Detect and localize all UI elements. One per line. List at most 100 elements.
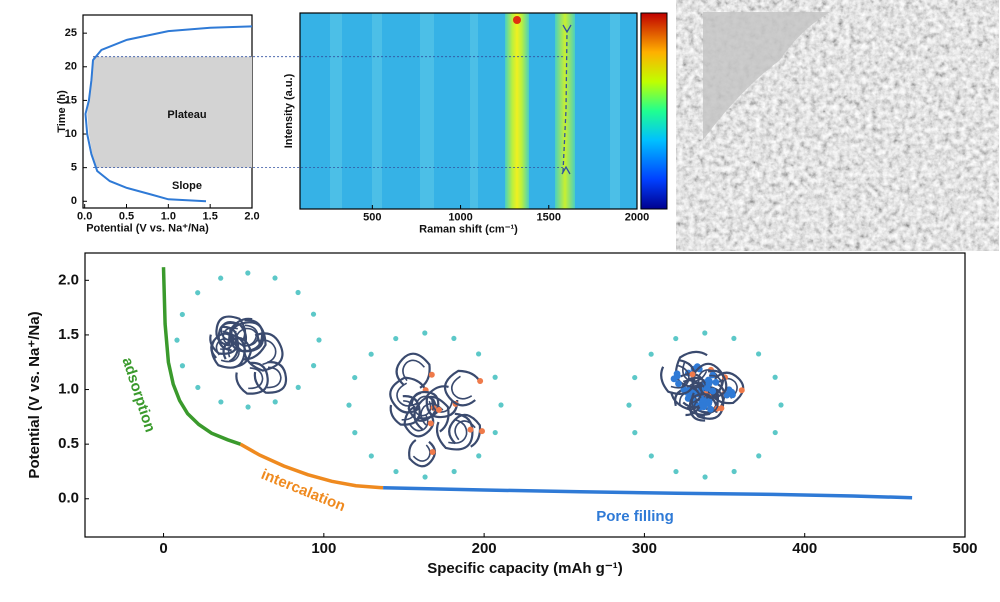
- na-cluster: [706, 378, 713, 385]
- heatmap-bg: [300, 13, 637, 209]
- na-adsorbed: [702, 474, 708, 480]
- carbon-shell: [222, 336, 253, 368]
- na-adsorbed: [218, 399, 224, 405]
- carbon-shell: [697, 369, 728, 399]
- x-tick-label: 400: [792, 540, 817, 557]
- na-cluster: [729, 391, 736, 399]
- carbon-shell: [229, 317, 264, 353]
- plateau-region: [87, 56, 252, 168]
- na-cluster: [707, 405, 714, 413]
- y-tick-label: 15: [65, 94, 77, 106]
- na-adsorbed: [731, 468, 737, 475]
- series-label: adsorption: [118, 355, 158, 434]
- carbon-shell: [435, 412, 474, 451]
- carbon-shell: [709, 374, 723, 395]
- na-adsorbed: [295, 384, 301, 390]
- na-cluster: [670, 375, 678, 383]
- carbon-shell: [401, 400, 416, 421]
- x-axis-label: Specific capacity (mAh g⁻¹): [427, 560, 622, 577]
- y-tick-label: 2.0: [58, 271, 79, 288]
- y-axis-label: Potential (V vs. Na⁺/Na): [26, 311, 43, 478]
- schematic: [626, 330, 784, 480]
- carbon-shell: [412, 444, 431, 462]
- na-adsorbed: [352, 430, 358, 436]
- na-intercalated: [738, 387, 745, 394]
- carbon-shell: [402, 359, 425, 382]
- x-tick-label: 200: [472, 540, 497, 557]
- heatmap-stripe: [330, 13, 342, 209]
- na-cluster: [709, 387, 717, 395]
- x-tick-label: 1.0: [161, 211, 176, 223]
- heatmap-stripe: [470, 13, 478, 209]
- arrow-head: [562, 24, 572, 34]
- na-adsorbed: [393, 335, 399, 342]
- na-adsorbed: [393, 468, 399, 475]
- na-adsorbed: [492, 429, 498, 436]
- carbon-shell: [448, 413, 482, 448]
- annotation: Slope: [172, 180, 202, 192]
- carbon-shell: [248, 367, 264, 390]
- x-tick-label: 0.5: [119, 211, 134, 223]
- na-adsorbed: [648, 351, 654, 357]
- na-adsorbed: [731, 335, 737, 342]
- na-adsorbed: [316, 337, 322, 343]
- carbon-shell: [443, 369, 482, 407]
- na-adsorbed: [295, 289, 301, 296]
- carbon-shell: [448, 418, 468, 444]
- carbon-shell: [688, 393, 718, 422]
- na-adsorbed: [195, 290, 201, 296]
- carbon-shell: [690, 385, 725, 420]
- carbon-shell: [217, 321, 248, 352]
- na-adsorbed: [311, 363, 317, 369]
- na-adsorbed: [476, 453, 482, 459]
- na-adsorbed: [272, 275, 278, 281]
- schematic: [346, 330, 504, 480]
- carbon-shell: [253, 361, 288, 394]
- na-adsorbed: [174, 337, 180, 343]
- x-tick-label: 1.5: [203, 211, 218, 223]
- na-adsorbed: [179, 311, 185, 318]
- y-tick-label: 1.0: [58, 381, 79, 398]
- na-adsorbed: [632, 374, 638, 381]
- na-adsorbed: [492, 374, 498, 380]
- x-axis-label: Raman shift (cm⁻¹): [419, 224, 518, 236]
- carbon-shell: [408, 413, 429, 432]
- na-adsorbed: [422, 474, 428, 480]
- heatmap-stripe: [610, 13, 620, 209]
- na-cluster: [705, 400, 713, 408]
- x-tick-label: 1500: [537, 212, 561, 224]
- na-adsorbed: [422, 330, 428, 336]
- na-cluster: [699, 401, 707, 409]
- na-intercalated: [689, 371, 696, 378]
- carbon-shell: [227, 342, 248, 358]
- na-adsorbed: [218, 275, 224, 281]
- carbon-shell: [395, 352, 431, 389]
- na-adsorbed: [778, 402, 784, 408]
- schematic: [174, 270, 322, 410]
- carbon-shell: [670, 364, 690, 389]
- carbon-shell: [228, 321, 267, 361]
- x-tick-label: 1000: [448, 212, 472, 224]
- shift-arrow: [562, 29, 568, 173]
- panel-potential: 0 100 200 300 400 500 0.0 0.5 1.0 1.5 2.0 Specific …: [26, 252, 978, 577]
- na-intercalated: [429, 448, 436, 455]
- annotation: Plateau: [167, 109, 206, 121]
- na-intercalated: [477, 378, 484, 385]
- na-adsorbed: [310, 311, 317, 317]
- na-adsorbed: [475, 351, 482, 357]
- na-adsorbed: [352, 374, 358, 381]
- carbon-shell: [413, 395, 450, 433]
- na-adsorbed: [195, 384, 201, 391]
- colorbar: [640, 12, 668, 210]
- na-intercalated: [427, 420, 434, 427]
- na-adsorbed: [756, 453, 762, 459]
- na-adsorbed: [451, 335, 457, 342]
- na-cluster: [675, 380, 682, 388]
- x-axis-label: Potential (V vs. Na⁺/Na): [86, 223, 209, 235]
- plot-frame: [84, 252, 966, 538]
- y-tick-label: 1.5: [58, 326, 79, 343]
- plot-frame: [299, 12, 638, 210]
- na-intercalated: [428, 371, 435, 378]
- y-tick-label: 0.5: [58, 435, 79, 452]
- heatmap: [300, 13, 652, 209]
